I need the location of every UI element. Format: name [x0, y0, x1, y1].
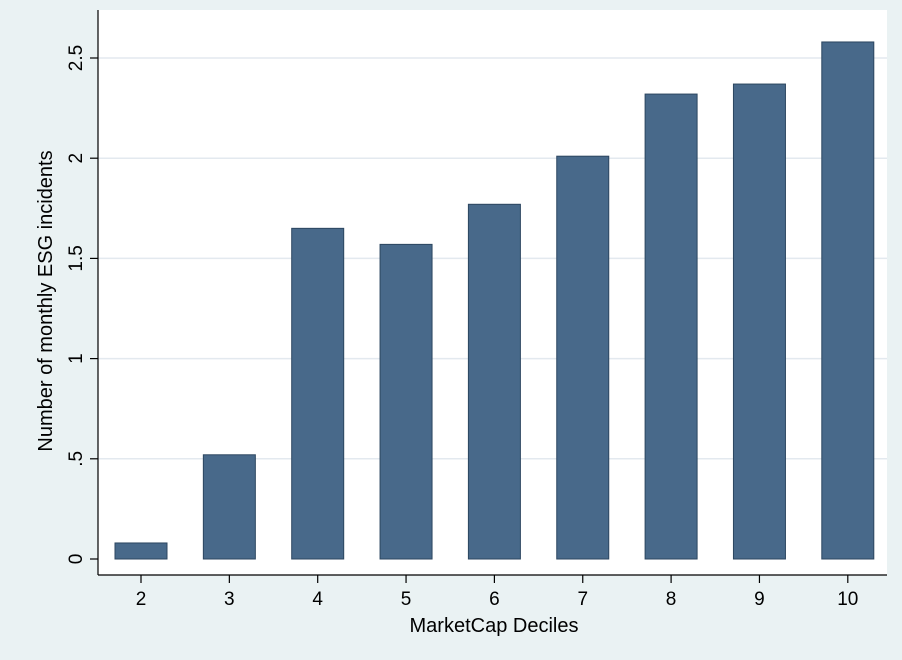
bars: [114, 41, 875, 560]
bar-6: [467, 203, 521, 560]
y-tick-label-1: .5: [66, 451, 87, 467]
y-tick-label-4: 2: [66, 153, 87, 164]
x-tick-label-6: 6: [489, 589, 500, 610]
y-axis-ticks: 0 .5 1 1.5 2 2.5: [66, 45, 98, 565]
x-tick-label-7: 7: [577, 589, 588, 610]
x-tick-label-4: 4: [312, 589, 323, 610]
bar-10: [821, 41, 875, 560]
y-axis-title: Number of monthly ESG incidents: [35, 150, 57, 451]
x-tick-label-5: 5: [401, 589, 412, 610]
y-tick-label-5: 2.5: [66, 45, 87, 71]
x-tick-label-3: 3: [224, 589, 235, 610]
x-tick-label-9: 9: [754, 589, 765, 610]
bar-2: [114, 542, 168, 560]
bar-5: [379, 243, 433, 560]
x-tick-label-10: 10: [837, 589, 858, 610]
y-tick-label-3: 1.5: [66, 245, 87, 271]
y-tick-label-2: 1: [66, 353, 87, 364]
bar-9: [732, 83, 786, 560]
x-axis-title: MarketCap Deciles: [410, 615, 579, 637]
x-tick-label-8: 8: [666, 589, 677, 610]
bar-8: [644, 93, 698, 560]
x-axis-ticks: 2 3 4 5 6 7 8 9 10: [136, 575, 858, 610]
bar-3: [202, 454, 256, 560]
bar-4: [291, 227, 345, 560]
bar-7: [556, 155, 610, 560]
y-tick-label-0: 0: [66, 554, 87, 565]
x-tick-label-2: 2: [136, 589, 147, 610]
